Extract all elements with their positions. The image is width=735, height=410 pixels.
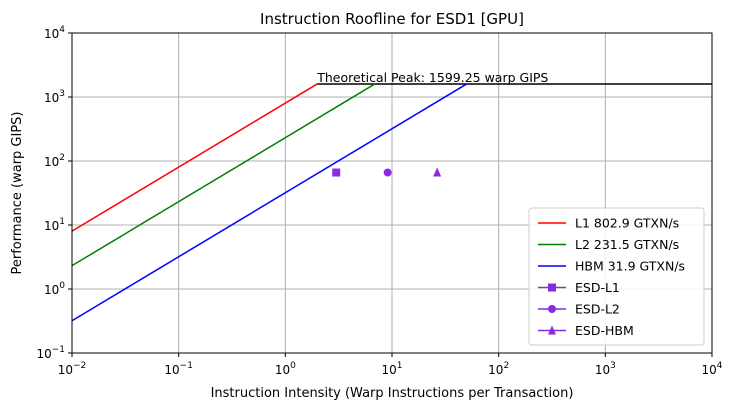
plot-area (71, 83, 712, 322)
y-tick-label: 100 (44, 281, 65, 297)
legend-box (528, 207, 705, 346)
legend-marker-triangle (548, 325, 556, 335)
x-tick-label: 104 (701, 361, 722, 377)
x-tick-label: 103 (595, 361, 616, 377)
x-tick-label: 10−1 (164, 361, 193, 377)
legend-label: ESD-L2 (575, 302, 620, 317)
x-axis-ticks: 10−2 10−1 100 101 102 103 104 (58, 353, 723, 377)
data-point-circle (383, 168, 392, 177)
peak-annotation: Theoretical Peak: 1599.25 warp GIPS (316, 70, 548, 85)
y-tick-label: 104 (44, 25, 65, 41)
x-tick-label: 102 (488, 361, 509, 377)
y-tick-label: 10−1 (36, 345, 65, 361)
legend-label: ESD-L1 (575, 280, 620, 295)
y-axis-ticks: 10−1 100 101 102 103 104 (36, 25, 72, 361)
roof-line (71, 83, 318, 232)
data-point-square (332, 168, 341, 177)
roof-line (71, 83, 468, 322)
x-tick-label: 100 (275, 361, 296, 377)
roof-line (71, 83, 376, 267)
chart-title: Instruction Roofline for ESD1 [GPU] (260, 10, 524, 28)
x-axis-label: Instruction Intensity (Warp Instructions… (211, 386, 574, 401)
y-tick-label: 103 (44, 89, 65, 105)
y-tick-label: 101 (44, 217, 65, 233)
legend: L1 802.9 GTXN/s L2 231.5 GTXN/s HBM 31.9 G… (528, 207, 705, 346)
legend-label: L2 231.5 GTXN/s (575, 237, 679, 252)
legend-marker-square (548, 283, 556, 292)
y-tick-label: 102 (44, 153, 65, 169)
legend-label: HBM 31.9 GTXN/s (575, 259, 685, 274)
legend-label: ESD-HBM (575, 323, 634, 338)
y-axis-label: Performance (warp GIPS) (10, 112, 25, 275)
x-tick-label: 101 (381, 361, 402, 377)
legend-label: L1 802.9 GTXN/s (575, 216, 679, 231)
legend-marker-circle (548, 305, 556, 313)
data-point-triangle (433, 167, 442, 177)
x-tick-label: 10−2 (58, 361, 87, 377)
